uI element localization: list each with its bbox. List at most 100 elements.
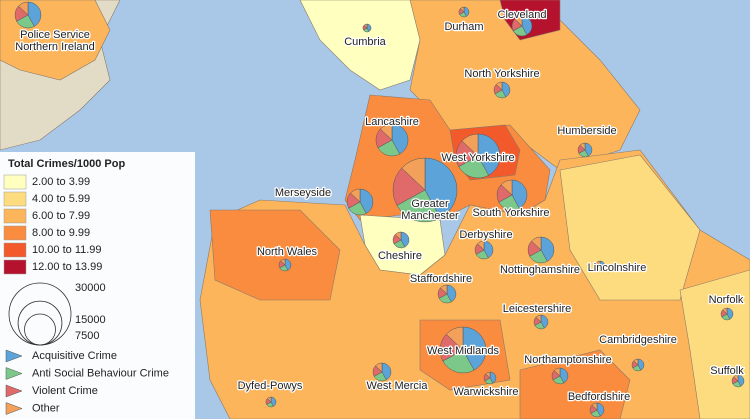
region-label: Nottinghamshire — [500, 264, 580, 276]
region-label: Cambridgeshire — [599, 334, 677, 346]
pie-slice — [394, 231, 402, 241]
legend-label: 12.00 to 13.99 — [32, 261, 102, 273]
size-label: 15000 — [75, 314, 106, 326]
pie-slice — [391, 123, 409, 155]
pie-slice — [511, 179, 528, 209]
lincolnshire-area — [559, 154, 701, 301]
pie-slice — [280, 258, 286, 266]
region-label: Leicestershire — [503, 303, 571, 315]
size-label: 30000 — [75, 282, 106, 294]
pie-slice — [440, 284, 448, 295]
pie-charts — [14, 1, 745, 418]
region-label: Staffordshire — [410, 273, 472, 285]
pie-slice — [350, 188, 361, 203]
legend-title: Total Crimes/1000 Pop — [8, 158, 125, 170]
pie-slice — [461, 133, 479, 157]
region-label: West Yorkshire — [441, 152, 514, 164]
pie-slice — [379, 123, 393, 141]
legend-marker — [5, 402, 23, 415]
region-label: Greater — [411, 198, 449, 210]
pie-slice — [733, 374, 739, 382]
region-label: Lancashire — [365, 116, 419, 128]
region-label: Cheshire — [378, 250, 422, 262]
legend-marker — [5, 349, 23, 363]
pie-slice — [477, 133, 501, 176]
pie-slice — [722, 307, 728, 315]
pie-slice — [596, 260, 601, 267]
region-label: West Midlands — [427, 345, 499, 357]
pie-slice — [591, 402, 598, 411]
bedfordshire-area — [519, 349, 631, 419]
region-label: Manchester — [401, 210, 459, 222]
pie-slice — [460, 6, 465, 13]
legend-label: Other — [32, 402, 60, 414]
region-label: Merseyside — [275, 187, 331, 199]
pie-slice — [485, 371, 491, 379]
legend-label: 6.00 to 7.99 — [32, 210, 90, 222]
pie-slice — [359, 188, 374, 214]
pie-slice — [579, 142, 586, 151]
legend-swatch — [3, 208, 27, 224]
pie-slice — [267, 396, 272, 403]
region-label: Bedfordshire — [568, 391, 630, 403]
region-label: Durham — [444, 21, 483, 33]
legend-label: 8.00 to 9.99 — [32, 227, 90, 239]
legend-panel — [0, 152, 195, 419]
legend-label: Acquisitive Crime — [32, 350, 117, 362]
region-label: Northern Ireland — [15, 41, 95, 53]
region-label: West Mercia — [367, 380, 429, 392]
pie-slice — [392, 167, 426, 206]
legend-marker — [5, 384, 23, 398]
region-label: South Yorkshire — [472, 207, 549, 219]
region-label: Humberside — [557, 125, 616, 137]
pie-slice — [445, 326, 464, 351]
pie-slice — [458, 155, 489, 179]
pie-slice — [477, 240, 485, 251]
region-label: Warwickshire — [454, 386, 519, 398]
region-label: Northamptonshire — [524, 354, 611, 366]
legend: Total Crimes/1000 Pop 2.00 to 3.99 4.00 t… — [0, 152, 195, 419]
region-label: Suffolk — [710, 365, 744, 377]
wales-north — [209, 209, 341, 301]
pie-slice — [500, 179, 513, 196]
pie-slice — [531, 236, 542, 251]
size-label: 7500 — [75, 330, 99, 342]
legend-swatch — [3, 225, 27, 241]
region-label: North Wales — [257, 246, 318, 258]
legend-label: 4.00 to 5.99 — [32, 193, 90, 205]
legend-label: Violent Crime — [32, 385, 98, 397]
legend-swatch — [3, 242, 27, 258]
pie-slice — [462, 326, 487, 371]
pie-slice — [442, 349, 475, 374]
pie-slice — [553, 367, 561, 377]
region-label: Derbyshire — [459, 229, 512, 241]
legend-swatch — [3, 191, 27, 207]
legend-swatch — [3, 259, 27, 275]
pie-slice — [396, 189, 441, 223]
legend-label: Anti Social Behaviour Crime — [32, 367, 169, 379]
pie-slice — [495, 81, 503, 91]
pie-slice — [27, 1, 42, 27]
legend-marker — [5, 367, 23, 380]
region-label: Norfolk — [709, 294, 744, 306]
pie-slice — [18, 1, 29, 16]
legend-swatch — [3, 174, 27, 190]
pie-slice — [424, 157, 458, 219]
pie-slice — [535, 314, 542, 323]
pie-slice — [375, 362, 383, 373]
region-label: Police Service — [20, 29, 90, 41]
region-label: Dyfed-Powys — [238, 380, 303, 392]
region-label: Lincolnshire — [588, 262, 647, 274]
pie-slice — [633, 358, 639, 366]
legend-label: 2.00 to 3.99 — [32, 176, 90, 188]
pie-slice — [540, 236, 555, 262]
pie-slice — [401, 157, 426, 191]
pie-slice — [514, 15, 523, 27]
size-circle — [24, 313, 56, 346]
region-label: Cleveland — [498, 9, 547, 21]
pie-slice — [363, 23, 368, 29]
region-label: North Yorkshire — [464, 68, 539, 80]
legend-label: 10.00 to 11.99 — [32, 244, 102, 256]
